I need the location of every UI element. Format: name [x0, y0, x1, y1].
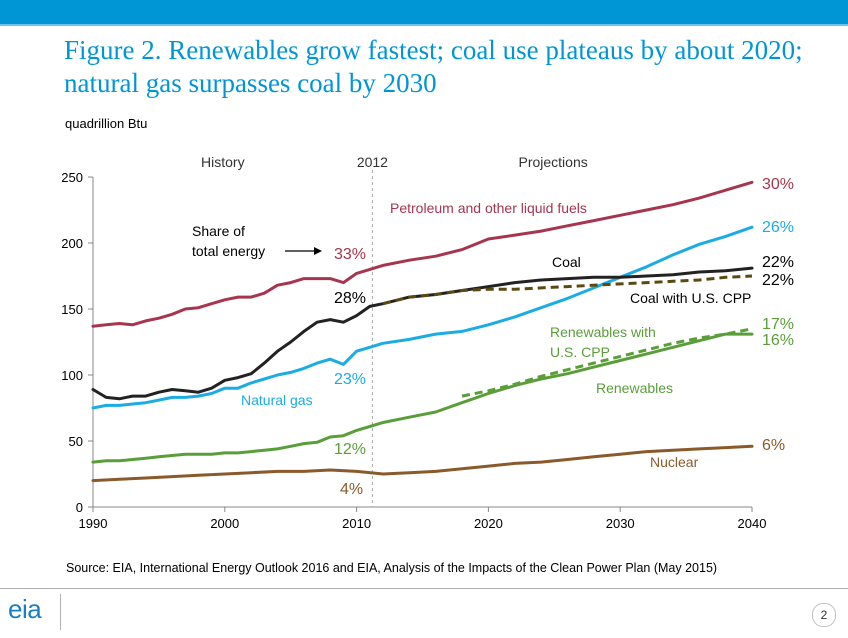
page-number: 2: [812, 603, 836, 627]
series-label-renewables-cpp: U.S. CPP: [550, 344, 610, 360]
y-tick-label: 200: [61, 236, 83, 251]
share-label-natural-gas-2040: 26%: [762, 219, 794, 236]
share-label-coal-cpp-2040: 22%: [762, 272, 794, 289]
series-label-nuclear: Nuclear: [650, 454, 699, 470]
y-tick-label: 50: [69, 434, 83, 449]
series-label-petroleum: Petroleum and other liquid fuels: [390, 200, 587, 216]
chart-title: Figure 2. Renewables grow fastest; coal …: [64, 35, 803, 98]
y-tick-label: 100: [61, 368, 83, 383]
projections-label: Projections: [518, 154, 587, 170]
share-label-coal-2012: 28%: [334, 290, 366, 307]
share-label-renewables-2012: 12%: [334, 441, 366, 458]
x-tick-label: 1990: [79, 516, 108, 531]
share-label-petroleum-2012: 33%: [334, 246, 366, 263]
series-label-coal: Coal: [552, 254, 581, 270]
y-tick-label: 150: [61, 302, 83, 317]
line-chart: 0 50 100 150 200 250 1990 2000 2010 2020 2030 2040 2…: [61, 154, 794, 531]
top-banner-rule: [0, 24, 848, 26]
series-line-nuclear: [91, 444, 754, 483]
logo-divider: [60, 594, 61, 630]
divider-year-label: 2012: [357, 154, 388, 170]
share-label-nuclear-2040: 6%: [762, 437, 785, 454]
x-tick-label: 2010: [342, 516, 371, 531]
y-tick-label: 250: [61, 170, 83, 185]
share-label-renewables-2040: 16%: [762, 332, 794, 349]
share-label-nuclear-2012: 4%: [340, 481, 363, 498]
series-line-natural-gas: [91, 225, 754, 410]
footer-rule: [0, 588, 848, 589]
share-arrow-head: [314, 247, 322, 255]
x-tick-label: 2000: [210, 516, 239, 531]
units-label: quadrillion Btu: [65, 116, 148, 131]
x-tick-label: 2040: [738, 516, 767, 531]
x-tick-label: 2020: [474, 516, 503, 531]
series-label-renewables: Renewables: [596, 380, 673, 396]
history-label: History: [201, 154, 245, 170]
x-tick-label: 2030: [606, 516, 635, 531]
share-label-natural-gas-2012: 23%: [334, 371, 366, 388]
series-label-coal-cpp: Coal with U.S. CPP: [630, 290, 751, 306]
series-line-renewables: [91, 332, 754, 464]
share-label-renewables-cpp-2040: 17%: [762, 316, 794, 333]
series-line-renewables-with-u-s-cpp: [461, 327, 753, 398]
eia-logo: eia: [8, 594, 42, 624]
series-line-petroleum-and-other-liquid-fuels: [91, 180, 754, 328]
series-line-coal: [91, 266, 754, 401]
series-label-natural-gas: Natural gas: [241, 392, 313, 408]
share-label-petroleum-2040: 30%: [762, 176, 794, 193]
y-tick-label: 0: [76, 500, 83, 515]
share-annotation: Share of: [192, 223, 245, 239]
source-note: Source: EIA, International Energy Outloo…: [66, 561, 718, 575]
share-label-coal-2040: 22%: [762, 254, 794, 271]
share-annotation: total energy: [192, 243, 265, 259]
series-label-renewables-cpp: Renewables with: [550, 324, 656, 340]
top-banner: [0, 0, 848, 24]
series-line-coal-with-u-s-cpp: [382, 274, 753, 306]
